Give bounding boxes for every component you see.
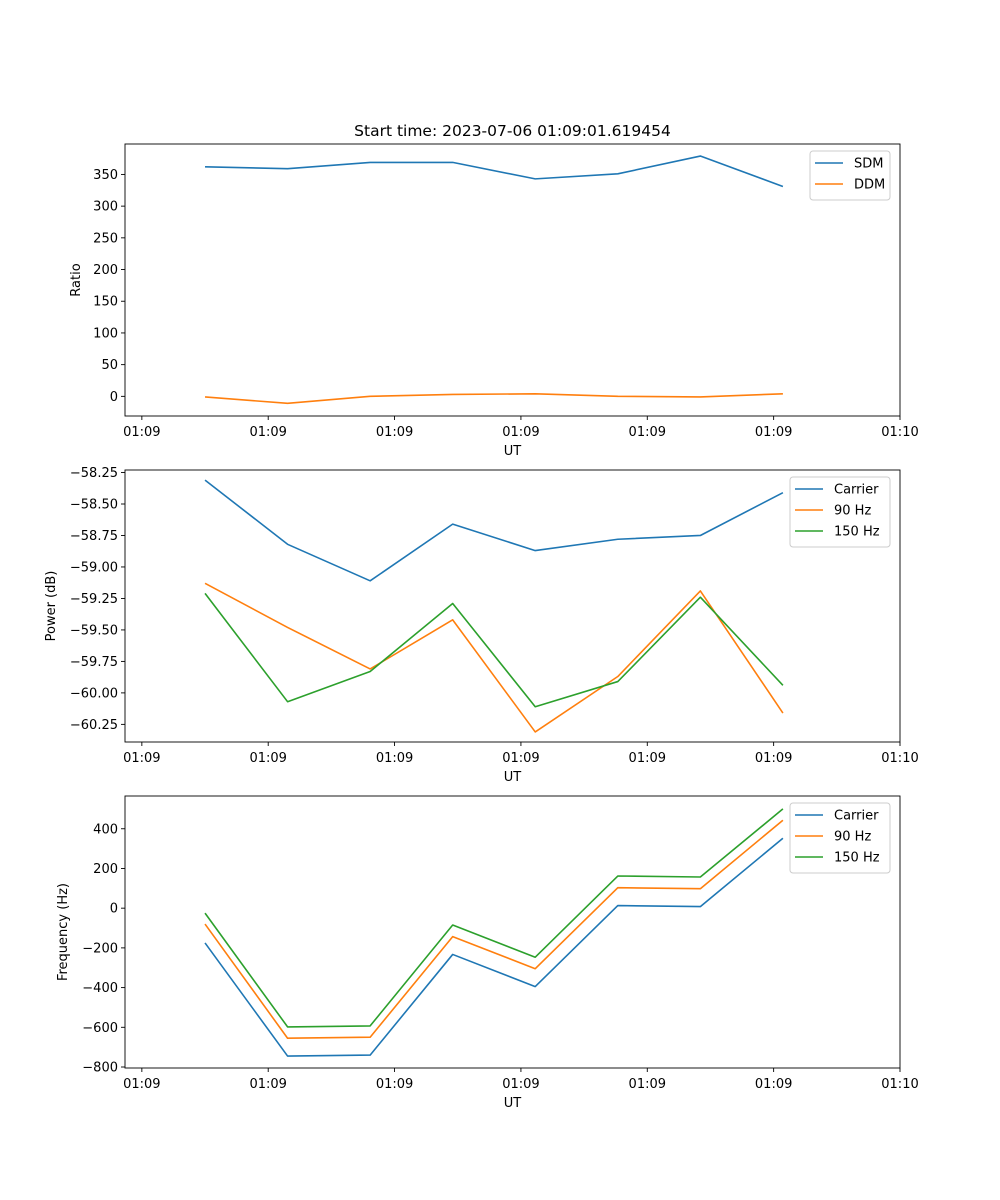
- ratio-y-tick-label: 100: [93, 326, 118, 341]
- frequency-x-tick-label: 01:09: [629, 1077, 666, 1092]
- ratio-x-axis-label: UT: [504, 444, 522, 459]
- ratio-legend: SDM DDM: [809, 150, 891, 201]
- ratio-y-axis-label: Ratio: [69, 263, 84, 296]
- frequency-x-tick-label: 01:09: [123, 1077, 160, 1092]
- power-y-tick-label: −60.00: [70, 686, 118, 701]
- frequency-y-tick-label: −600: [82, 1021, 118, 1036]
- ratio-y-tick-label: 250: [93, 231, 118, 246]
- power-x-tick-label: 01:10: [881, 751, 918, 766]
- power-x-tick-label: 01:09: [249, 751, 286, 766]
- frequency-x-tick-label: 01:09: [502, 1077, 539, 1092]
- ratio-y-tick-label: 50: [101, 358, 118, 373]
- ratio-y-tick-label: 150: [93, 295, 118, 310]
- frequency-series-150-hz-line: [204, 808, 784, 1028]
- frequency-x-tick-label: 01:09: [249, 1077, 286, 1092]
- ratio-y-tick-label: 200: [93, 263, 118, 278]
- ratio-x-tick-label: 01:09: [502, 425, 539, 440]
- power-x-tick-label: 01:09: [629, 751, 666, 766]
- power-y-tick-label: −58.50: [70, 498, 118, 513]
- frequency-legend-label-90-hz: 90 Hz: [834, 830, 871, 845]
- power-x-tick-label: 01:09: [376, 751, 413, 766]
- ratio-x-tick-label: 01:09: [123, 425, 160, 440]
- frequency-y-tick-label: −800: [82, 1061, 118, 1076]
- power-series-150-hz-line: [204, 592, 784, 708]
- frequency-panel: −800 −600 −400 −200 0 200 400 01:09 01:09 01:09 01…: [56, 795, 919, 1111]
- ratio-x-tick-label: 01:09: [629, 425, 666, 440]
- ratio-x-tick-label: 01:09: [755, 425, 792, 440]
- power-series-carrier-line: [204, 479, 784, 582]
- power-x-tick-label: 01:09: [123, 751, 160, 766]
- power-series-90-hz-line: [204, 582, 784, 733]
- ratio-legend-label-sdm: SDM: [854, 157, 883, 172]
- power-x-axis-label: UT: [504, 770, 522, 785]
- frequency-legend-box: [789, 802, 891, 874]
- frequency-legend-label-150-hz: 150 Hz: [834, 851, 880, 866]
- frequency-x-tick-label: 01:10: [881, 1077, 918, 1092]
- ratio-y-tick-label: 0: [110, 390, 118, 405]
- power-y-tick-label: −59.50: [70, 623, 118, 638]
- frequency-series-carrier-line: [204, 837, 784, 1057]
- ratio-x-tick-label: 01:10: [881, 425, 918, 440]
- frequency-x-tick-label: 01:09: [755, 1077, 792, 1092]
- power-legend-label-carrier: Carrier: [834, 483, 879, 498]
- power-y-tick-label: −59.25: [70, 592, 118, 607]
- power-legend-label-150-hz: 150 Hz: [834, 525, 880, 540]
- frequency-y-axis-label: Frequency (Hz): [56, 883, 71, 981]
- power-x-tick-label: 01:09: [502, 751, 539, 766]
- ratio-x-tick-label: 01:09: [376, 425, 413, 440]
- power-x-tick-label: 01:09: [755, 751, 792, 766]
- power-panel: −60.25 −60.00 −59.75 −59.50 −59.25 −59.00 −58.…: [44, 466, 919, 785]
- ratio-plot-frame: [124, 143, 901, 417]
- frequency-series-90-hz-line: [204, 819, 784, 1040]
- power-legend: Carrier 90 Hz 150 Hz: [789, 476, 891, 548]
- power-legend-box: [789, 476, 891, 548]
- ratio-series-ddm-line: [204, 393, 783, 405]
- power-y-tick-label: −60.25: [70, 718, 118, 733]
- power-y-tick-label: −59.75: [70, 655, 118, 670]
- ratio-legend-label-ddm: DDM: [854, 178, 885, 193]
- figure-title: Start time: 2023-07-06 01:09:01.619454: [354, 122, 671, 140]
- power-y-axis-label: Power (dB): [44, 571, 59, 642]
- power-plot-frame: [124, 469, 901, 743]
- frequency-y-tick-label: −200: [82, 941, 118, 956]
- frequency-x-axis-label: UT: [504, 1096, 522, 1111]
- frequency-x-tick-label: 01:09: [376, 1077, 413, 1092]
- frequency-y-tick-label: −400: [82, 981, 118, 996]
- power-y-tick-label: −58.25: [70, 466, 118, 481]
- power-y-tick-label: −58.75: [70, 529, 118, 544]
- ratio-series-sdm-line: [205, 155, 784, 188]
- ratio-x-tick-label: 01:09: [249, 425, 286, 440]
- frequency-y-tick-label: 200: [93, 862, 118, 877]
- frequency-legend: Carrier 90 Hz 150 Hz: [789, 802, 891, 874]
- frequency-y-tick-label: 0: [110, 902, 118, 917]
- ratio-panel: 0 50 100 150 200 250 300 350 01:09 01:09 01:09 01:0…: [69, 143, 919, 459]
- power-legend-label-90-hz: 90 Hz: [834, 504, 871, 519]
- frequency-y-tick-label: 400: [93, 822, 118, 837]
- frequency-plot-frame: [124, 795, 901, 1069]
- power-y-tick-label: −59.00: [70, 560, 118, 575]
- frequency-legend-label-carrier: Carrier: [834, 809, 879, 824]
- ratio-y-tick-label: 300: [93, 200, 118, 215]
- ratio-y-tick-label: 350: [93, 168, 118, 183]
